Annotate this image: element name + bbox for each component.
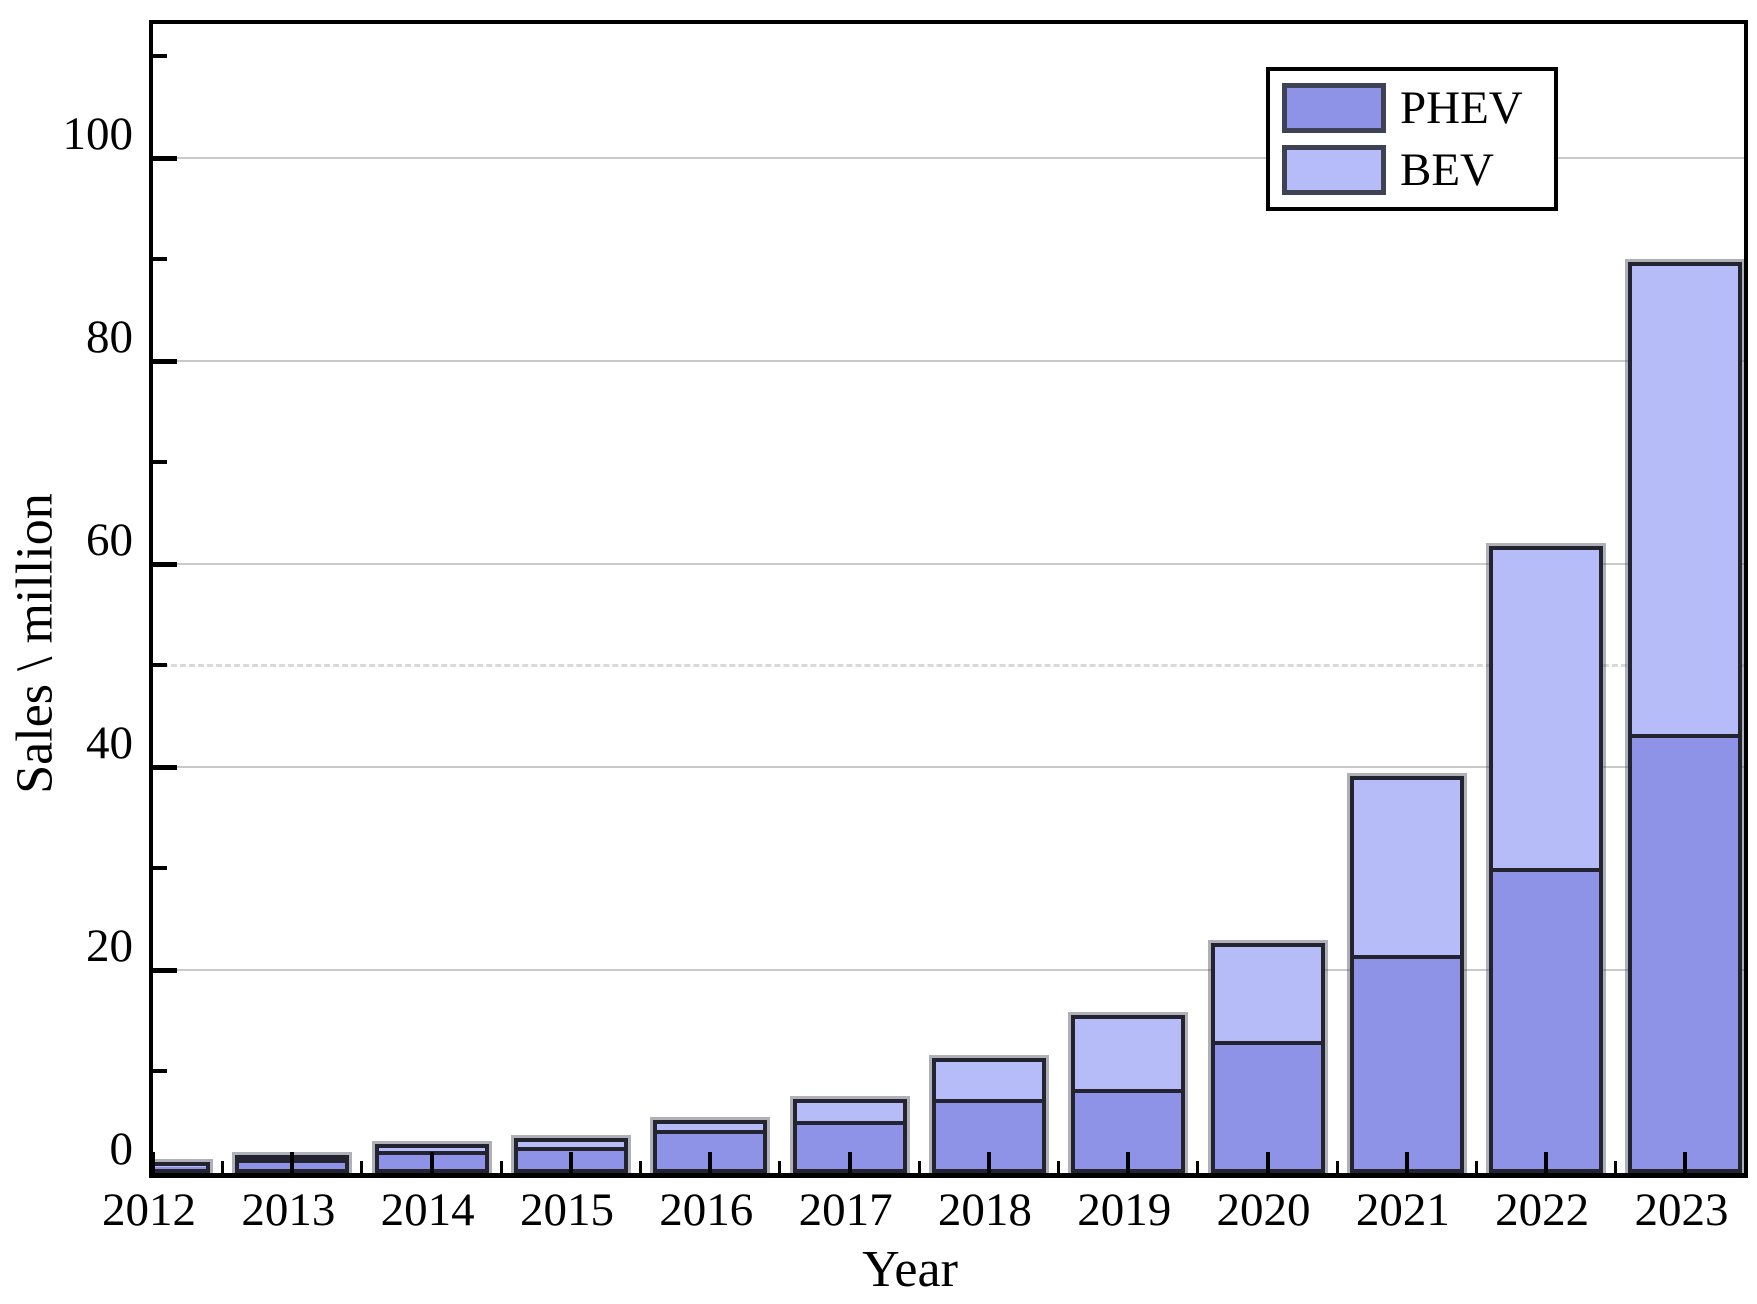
y-tick-label-40: 40 — [86, 716, 133, 769]
y-major-tick-60 — [153, 561, 177, 567]
y-minor-tick-10 — [153, 1069, 167, 1074]
bev-segment-2012 — [153, 1166, 206, 1167]
phev-segment-2022 — [1493, 872, 1599, 1169]
x-tick-label-2017: 2017 — [798, 1184, 893, 1236]
x-tick-label-2012: 2012 — [102, 1184, 196, 1236]
x-major-tick-2020 — [1265, 1152, 1270, 1173]
gridline-40 — [153, 765, 1744, 768]
legend-item-phev: PHEV — [1282, 80, 1542, 136]
x-minor-tick-2019 — [1196, 1161, 1200, 1173]
bar-2021 — [1349, 776, 1464, 1173]
x-tick-label-2019: 2019 — [1077, 1184, 1172, 1236]
y-major-tick-80 — [153, 358, 177, 364]
y-major-tick-20 — [153, 967, 177, 973]
x-tick-label-2015: 2015 — [519, 1184, 614, 1236]
bev-segment-2018 — [935, 1062, 1042, 1103]
y-tick-label-0: 0 — [109, 1123, 134, 1175]
x-axis-title: Year — [862, 1241, 958, 1298]
x-major-tick-2013 — [290, 1152, 295, 1173]
x-major-tick-2022 — [1544, 1152, 1549, 1173]
phev-segment-2020 — [1215, 1045, 1321, 1169]
bev-segment-2016 — [657, 1124, 764, 1134]
x-major-tick-2021 — [1404, 1152, 1409, 1173]
y-minor-tick-110 — [153, 54, 167, 59]
bar-2022 — [1489, 546, 1604, 1173]
x-minor-tick-2012 — [221, 1161, 225, 1173]
y-minor-tick-70 — [153, 460, 167, 465]
bar-2023 — [1628, 262, 1743, 1173]
x-major-tick-2019 — [1126, 1152, 1131, 1173]
legend-item-bev: BEV — [1282, 142, 1542, 198]
bev-swatch — [1282, 145, 1386, 195]
x-major-tick-2012 — [153, 1152, 155, 1173]
bar-2012 — [153, 1162, 210, 1173]
x-minor-tick-2016 — [778, 1161, 782, 1173]
dashed-gridline-50 — [153, 664, 1744, 668]
bev-segment-2021 — [1353, 780, 1460, 959]
x-tick-label-2021: 2021 — [1355, 1184, 1450, 1236]
y-minor-tick-90 — [153, 257, 167, 262]
y-axis-title: Sales \ million — [6, 493, 64, 794]
y-tick-label-80: 80 — [86, 310, 133, 363]
x-minor-tick-2022 — [1614, 1161, 1618, 1173]
x-tick-label-2023: 2023 — [1634, 1184, 1729, 1236]
phev-swatch — [1282, 83, 1386, 133]
gridline-20 — [153, 968, 1744, 971]
y-major-tick-40 — [153, 764, 177, 770]
bar-2019 — [1071, 1015, 1186, 1173]
bev-segment-2015 — [517, 1142, 624, 1151]
legend-label-bev: BEV — [1400, 144, 1494, 196]
bar-2020 — [1210, 943, 1325, 1173]
x-minor-tick-2021 — [1475, 1161, 1478, 1173]
x-minor-tick-2017 — [917, 1161, 921, 1173]
bev-segment-2023 — [1632, 266, 1739, 738]
x-minor-tick-2013 — [360, 1161, 364, 1173]
x-tick-label-2018: 2018 — [937, 1184, 1032, 1236]
bev-segment-2020 — [1214, 947, 1321, 1045]
y-tick-label-20: 20 — [86, 919, 133, 972]
x-tick-label-2014: 2014 — [380, 1184, 475, 1236]
x-minor-tick-2020 — [1335, 1161, 1339, 1173]
bev-segment-2022 — [1493, 550, 1600, 872]
y-tick-label-60: 60 — [86, 513, 133, 566]
legend-label-phev: PHEV — [1400, 82, 1523, 134]
x-tick-label-2016: 2016 — [659, 1184, 754, 1236]
phev-segment-2021 — [1354, 959, 1460, 1169]
x-major-tick-2017 — [847, 1152, 852, 1173]
gridline-80 — [153, 359, 1744, 362]
x-major-tick-2018 — [986, 1152, 991, 1173]
bev-segment-2019 — [1075, 1019, 1182, 1093]
x-major-tick-2016 — [708, 1152, 713, 1173]
plot-area: PHEV BEV — [149, 20, 1748, 1178]
phev-segment-2012 — [153, 1167, 206, 1169]
x-major-tick-2014 — [429, 1152, 434, 1173]
y-major-tick-100 — [153, 155, 177, 161]
x-major-tick-2015 — [568, 1152, 573, 1173]
gridline-100 — [153, 156, 1744, 159]
y-minor-tick-50 — [153, 663, 167, 668]
x-minor-tick-2015 — [639, 1161, 643, 1173]
legend: PHEV BEV — [1266, 67, 1558, 211]
x-tick-label-2022: 2022 — [1495, 1184, 1590, 1236]
x-tick-label-2020: 2020 — [1216, 1184, 1311, 1236]
x-major-tick-2023 — [1683, 1152, 1688, 1173]
bev-segment-2017 — [796, 1103, 903, 1125]
x-minor-tick-2014 — [499, 1161, 503, 1173]
x-minor-tick-2018 — [1057, 1161, 1061, 1173]
gridline-60 — [153, 562, 1744, 565]
y-tick-label-100: 100 — [62, 107, 134, 160]
phev-segment-2023 — [1632, 738, 1738, 1169]
x-tick-label-2013: 2013 — [241, 1184, 336, 1236]
y-minor-tick-30 — [153, 866, 167, 871]
